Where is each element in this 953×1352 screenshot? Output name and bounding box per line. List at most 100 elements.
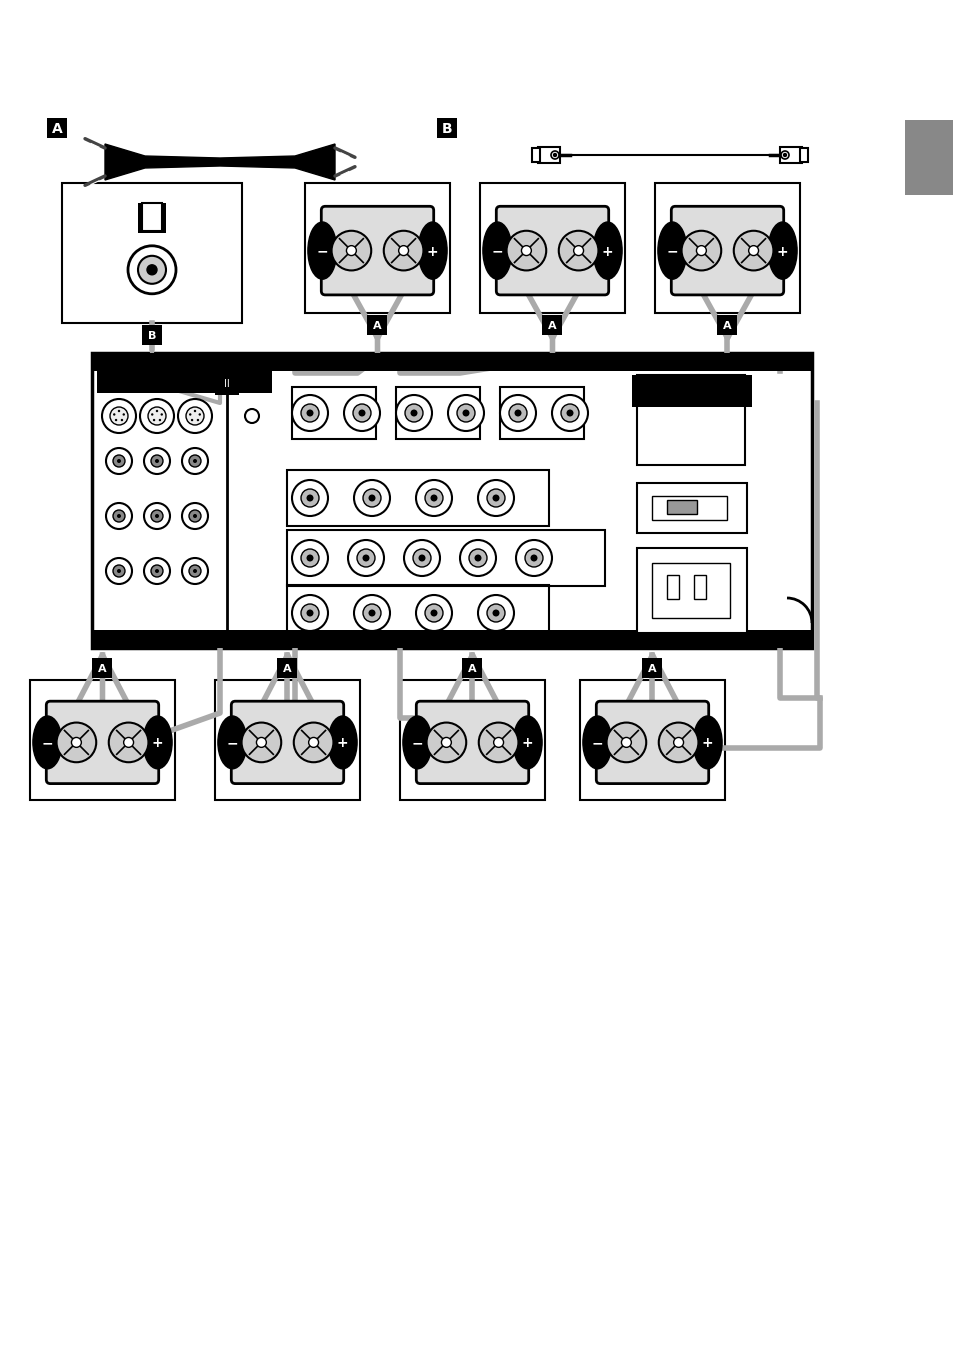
Circle shape [354,595,390,631]
Bar [287,470,548,526]
Circle shape [306,410,314,416]
Bar [91,353,811,648]
Circle shape [155,410,158,412]
Circle shape [114,419,117,422]
Circle shape [182,558,208,584]
Circle shape [521,246,531,256]
Bar [651,496,726,521]
Circle shape [56,722,96,763]
Circle shape [189,510,201,522]
Ellipse shape [513,717,541,769]
Circle shape [191,419,193,422]
Circle shape [405,404,422,422]
Circle shape [182,448,208,475]
Text: +: + [336,737,348,750]
Circle shape [459,539,496,576]
Circle shape [332,231,371,270]
Circle shape [368,610,375,617]
Text: −: − [491,245,502,258]
Circle shape [198,414,201,415]
Text: +: + [701,737,713,750]
Circle shape [245,410,258,423]
Circle shape [733,231,773,270]
Circle shape [151,565,163,577]
Bar [462,658,482,677]
Bar [214,680,359,800]
Bar [399,680,544,800]
FancyBboxPatch shape [231,702,343,784]
Circle shape [673,737,683,748]
FancyBboxPatch shape [321,207,434,295]
Circle shape [117,569,121,573]
Text: −: − [316,245,328,258]
Circle shape [140,399,173,433]
Circle shape [106,448,132,475]
Bar [277,658,297,677]
Bar [92,658,112,677]
Circle shape [193,458,196,462]
Text: −: − [227,737,238,750]
Bar [637,375,744,465]
Circle shape [71,737,81,748]
Bar [214,370,239,395]
Circle shape [514,410,521,416]
Bar [693,575,705,599]
Circle shape [306,554,314,561]
Bar [395,387,479,439]
Circle shape [186,407,204,425]
Circle shape [558,231,598,270]
Circle shape [121,419,123,422]
Circle shape [363,604,380,622]
Circle shape [292,539,328,576]
Circle shape [358,410,365,416]
Ellipse shape [328,717,356,769]
Circle shape [128,246,175,293]
Circle shape [553,154,556,157]
Bar [142,324,162,345]
Circle shape [301,404,318,422]
Bar [91,630,811,648]
Bar [436,118,456,138]
Circle shape [292,395,328,431]
Circle shape [516,539,552,576]
Circle shape [492,610,499,617]
Bar [532,147,539,162]
Circle shape [566,410,573,416]
Ellipse shape [402,717,432,769]
Circle shape [426,722,466,763]
Ellipse shape [32,717,62,769]
Ellipse shape [693,717,721,769]
Circle shape [306,610,314,617]
Circle shape [416,595,452,631]
Circle shape [112,414,115,415]
Bar [142,203,162,231]
Bar [91,353,811,370]
Bar [367,315,387,335]
Circle shape [306,495,314,502]
Circle shape [606,722,645,763]
Ellipse shape [417,222,447,280]
Text: −: − [591,737,602,750]
Circle shape [124,737,133,748]
Ellipse shape [658,222,686,280]
Bar [666,500,697,514]
Circle shape [112,565,125,577]
Circle shape [144,503,170,529]
Text: +: + [152,737,163,750]
Circle shape [362,554,369,561]
Circle shape [189,414,192,415]
Circle shape [117,410,120,412]
Bar [651,562,729,618]
Circle shape [413,549,431,566]
Circle shape [418,554,425,561]
FancyBboxPatch shape [596,702,708,784]
Circle shape [478,722,517,763]
Bar [800,147,807,162]
Circle shape [182,503,208,529]
Circle shape [560,404,578,422]
Circle shape [748,246,758,256]
Circle shape [346,246,356,256]
Bar [637,483,746,533]
Circle shape [301,489,318,507]
Text: −: − [42,737,53,750]
